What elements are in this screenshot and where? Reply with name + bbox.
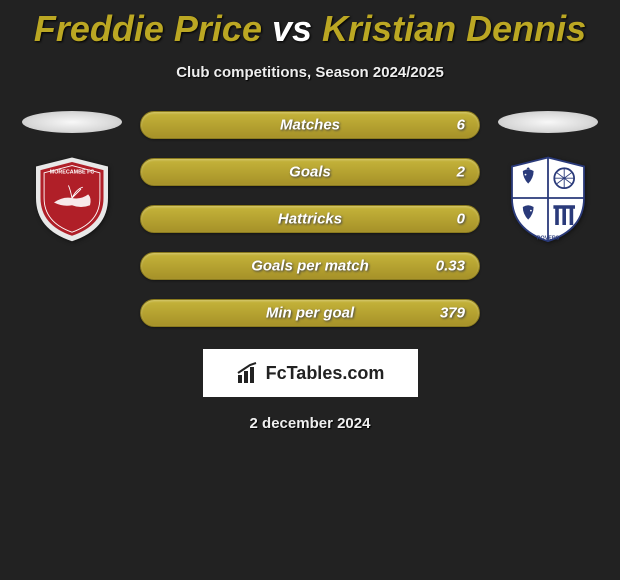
stat-bars: Matches 6 Goals 2 Hattricks 0 Goals per … (140, 111, 480, 327)
stat-label: Matches (280, 117, 340, 134)
player1-name: Freddie Price (34, 8, 262, 49)
stat-value: 2 (457, 164, 465, 181)
chart-icon (236, 361, 260, 385)
stat-bar-mpg: Min per goal 379 (140, 299, 480, 327)
page-title: Freddie Price vs Kristian Dennis (0, 0, 620, 50)
subtitle: Club competitions, Season 2024/2025 (0, 64, 620, 81)
stat-label: Min per goal (266, 305, 354, 322)
stat-value: 379 (440, 305, 465, 322)
brand-text: FcTables.com (266, 363, 385, 384)
stat-bar-hattricks: Hattricks 0 (140, 205, 480, 233)
brand-box[interactable]: FcTables.com (203, 349, 418, 397)
stat-value: 0 (457, 211, 465, 228)
stat-bar-goals: Goals 2 (140, 158, 480, 186)
left-side: MORECAMBE FC (22, 111, 122, 243)
player2-photo-placeholder (498, 111, 598, 133)
stat-label: Hattricks (278, 211, 342, 228)
player2-name: Kristian Dennis (322, 8, 586, 49)
comparison-main: MORECAMBE FC Matches 6 Goals 2 Hattricks… (0, 111, 620, 327)
stat-label: Goals (289, 164, 331, 181)
stat-label: Goals per match (251, 258, 369, 275)
svg-text:ROVERS: ROVERS (537, 235, 560, 241)
stat-bar-gpm: Goals per match 0.33 (140, 252, 480, 280)
date-text: 2 december 2024 (0, 415, 620, 432)
morecambe-badge-icon: MORECAMBE FC (27, 153, 117, 243)
svg-text:MORECAMBE FC: MORECAMBE FC (50, 170, 95, 176)
stat-bar-matches: Matches 6 (140, 111, 480, 139)
right-side: ROVERS (498, 111, 598, 243)
stat-value: 0.33 (436, 258, 465, 275)
stat-value: 6 (457, 117, 465, 134)
tranmere-badge-icon: ROVERS (503, 153, 593, 243)
vs-text: vs (272, 8, 312, 49)
player1-photo-placeholder (22, 111, 122, 133)
